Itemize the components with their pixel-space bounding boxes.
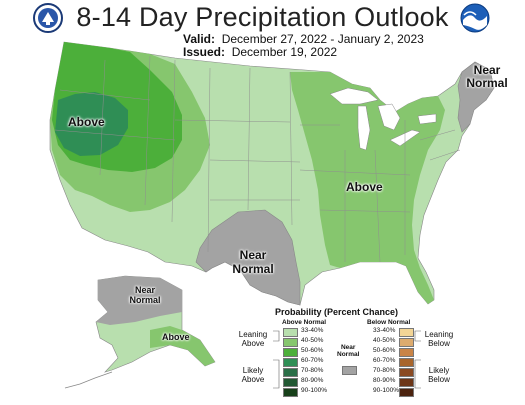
legend-below-swatch [399,388,414,397]
legend-below-label: 70-80% [373,367,396,374]
legend-likely-above-line2: Above [241,375,265,384]
doc-seal-icon [33,3,63,33]
legend-leaning-above: Leaning Above [235,330,271,348]
page-title: 8-14 Day Precipitation Outlook [76,2,449,32]
legend-likely-above: Likely Above [235,366,271,384]
legend-below-swatch [399,338,414,347]
legend-below-swatch [399,358,414,367]
legend: Probability (Percent Chance) Above Norma… [235,300,460,400]
legend-title: Probability (Percent Chance) [275,307,399,317]
legend-below-label: 40-50% [373,337,396,344]
legend-below-swatch [399,348,414,357]
alaska-near-normal-region [96,276,182,325]
legend-below-label: 50-60% [373,347,396,354]
map-label-south-normal: Normal [232,262,274,276]
lake-michigan [357,105,371,151]
legend-likely-below-line2: Below [428,375,450,384]
legend-above-header: Above Normal [282,319,327,326]
legend-above-swatch [283,338,298,347]
map-label-northeast-normal: Normal [466,76,508,90]
legend-above-swatch [283,348,298,357]
valid-label: Valid: [183,32,216,46]
west-core-region [55,92,128,156]
map-label-northeast-near: Near [473,63,501,77]
legend-below-swatch [399,368,414,377]
legend-below-swatch [399,378,414,387]
map-label-alaska-near: Near [134,285,155,295]
legend-below-header: Below Normal [367,319,411,326]
legend-below-label: 90-100% [373,387,400,394]
legend-normal-word: Normal [337,351,360,358]
legend-likely-below: Likely Below [421,366,457,384]
east-moderate-region [290,72,445,304]
issued-value: December 19, 2022 [231,45,338,59]
legend-leaning-below-line1: Leaning [424,330,454,339]
legend-above-label: 33-40% [301,327,324,334]
legend-brackets [273,330,421,389]
legend-above-swatch [283,378,298,387]
legend-below-label: 60-70% [373,357,396,364]
legend-leaning-below-line2: Below [428,339,450,348]
map-label-alaska-normal: Normal [129,295,161,305]
legend-above-label: 50-60% [301,347,324,354]
northeast-near-normal-region [457,61,495,133]
map-label-west-above: Above [68,115,105,129]
legend-leaning-above-line2: Above [241,339,265,348]
legend-near-word: Near [340,344,356,351]
legend-above-label: 90-100% [301,387,328,394]
legend-leaning-below: Leaning Below [421,330,457,348]
lake-huron [377,103,401,131]
map-label-northeast-near-normal: Near Normal [462,64,512,90]
lake-ontario [417,113,437,125]
map-label-south-near: Near [239,248,267,262]
map-label-alaska-above: Above [162,332,190,342]
legend-above-swatch [283,388,298,397]
legend-above-label: 60-70% [301,357,324,364]
legend-likely-above-line1: Likely [242,366,264,375]
valid-dates: Valid: December 27, 2022 - January 2, 20… [183,32,424,46]
map-label-alaska-near-normal: Near Normal [125,285,165,305]
map-label-east-above: Above [346,180,383,194]
alaska-moderate-region [150,326,215,366]
legend-above-label: 40-50% [301,337,324,344]
legend-above-swatch [283,358,298,367]
legend-below-label: 33-40% [373,327,396,334]
noaa-logo-icon [460,3,490,33]
legend-leaning-above-line1: Leaning [238,330,268,339]
legend-below-label: 80-90% [373,377,396,384]
lake-superior [329,87,379,105]
legend-near-header: Near Normal [337,344,359,358]
legend-above-swatch [283,328,298,337]
issued-label: Issued: [183,45,226,59]
legend-below-swatch [399,328,414,337]
state-boundaries [54,55,461,263]
legend-above-label: 70-80% [301,367,324,374]
legend-above-swatch [283,368,298,377]
map-label-south-near-normal: Near Normal [228,248,278,276]
alaska-aleutians [64,371,113,389]
legend-near-normal-swatch [342,366,357,375]
south-near-normal-region [195,209,301,306]
legend-above-label: 80-90% [301,377,324,384]
legend-likely-below-line1: Likely [428,366,450,375]
valid-value: December 27, 2022 - January 2, 2023 [221,32,424,46]
issued-date: Issued: December 19, 2022 [183,45,337,59]
